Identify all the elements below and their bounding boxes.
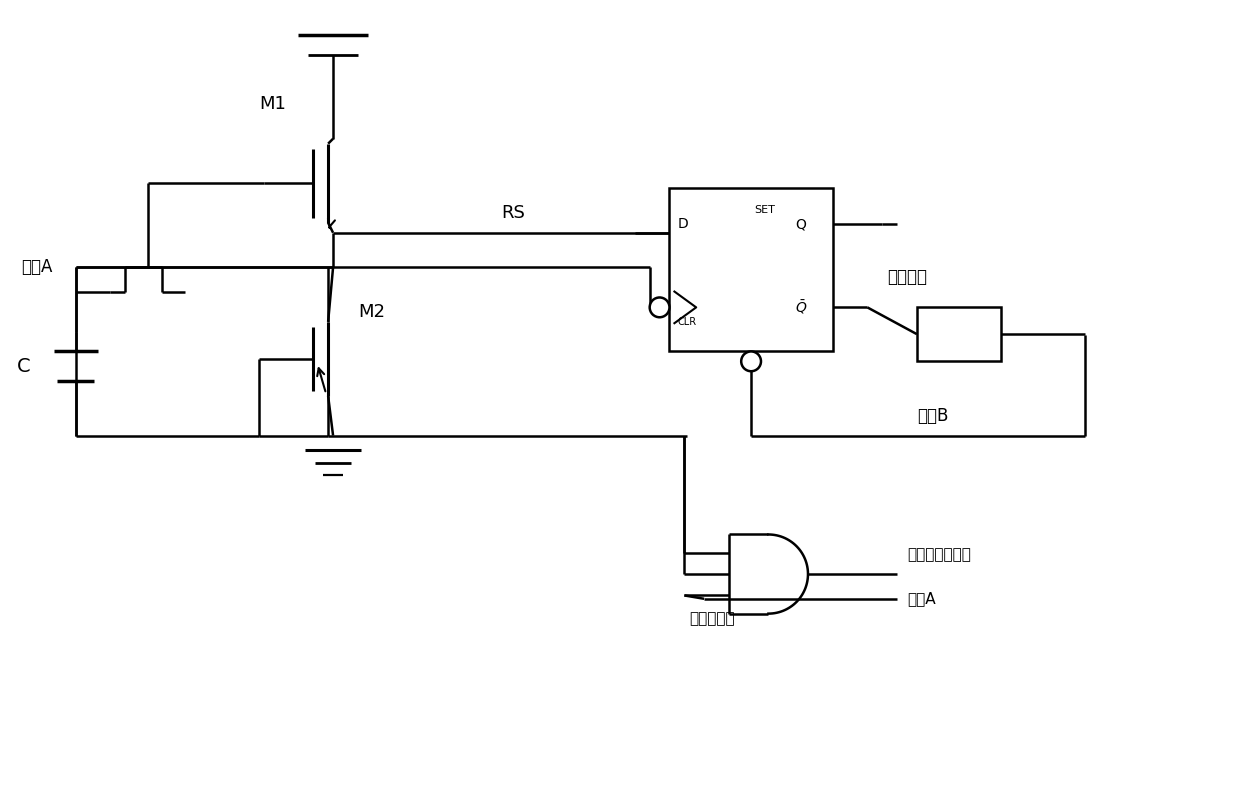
Text: M1: M1 [259,95,285,113]
Text: M2: M2 [358,303,384,321]
Text: Q: Q [795,217,806,231]
Bar [916,307,1001,362]
Text: 多输入与门: 多输入与门 [689,611,735,626]
Text: 延时模块: 延时模块 [887,268,928,286]
Text: CLR: CLR [677,318,697,327]
Bar [670,188,833,351]
Text: SET: SET [754,205,775,215]
Circle shape [742,351,761,371]
Text: 信号B: 信号B [916,407,949,424]
Text: 信号A: 信号A [906,591,935,606]
Circle shape [650,297,670,318]
Text: 信号A: 信号A [21,259,53,277]
Text: RS: RS [501,204,526,222]
Text: 列事件请求信号: 列事件请求信号 [906,547,971,562]
Text: $\bar{Q}$: $\bar{Q}$ [795,299,807,316]
Text: D: D [677,217,688,231]
Text: C: C [16,357,30,376]
